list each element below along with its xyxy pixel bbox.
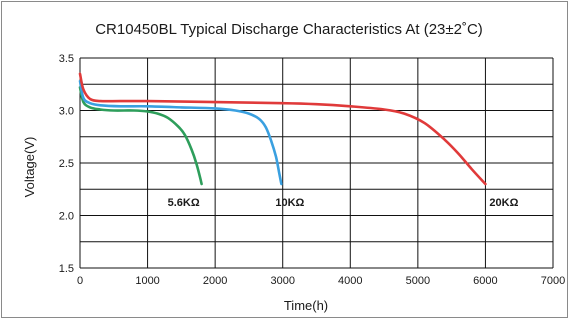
chart-title: CR10450BL Typical Discharge Characterist… bbox=[95, 21, 483, 38]
y-tick-label: 3.0 bbox=[59, 106, 74, 118]
x-axis-label: Time(h) bbox=[284, 298, 328, 313]
series-label: 10KΩ bbox=[275, 197, 304, 209]
y-tick-label: 2.5 bbox=[59, 158, 74, 170]
series-line-2 bbox=[78, 72, 487, 186]
y-tick-labels: 1.5 2.0 2.5 3.0 3.5 bbox=[59, 53, 74, 275]
x-tick-label: 5000 bbox=[406, 275, 430, 287]
x-tick-label: 2000 bbox=[203, 275, 227, 287]
series-line-1 bbox=[78, 79, 283, 186]
y-tick-label: 2.0 bbox=[59, 211, 74, 223]
grid bbox=[79, 57, 554, 269]
x-tick-label: 0 bbox=[77, 275, 83, 287]
series-line-0 bbox=[78, 86, 203, 186]
x-tick-labels: 0 1000 2000 3000 4000 5000 6000 7000 bbox=[77, 275, 565, 287]
x-tick-label: 7000 bbox=[541, 275, 565, 287]
x-tick-label: 4000 bbox=[338, 275, 362, 287]
y-tick-label: 1.5 bbox=[59, 263, 74, 275]
x-tick-label: 1000 bbox=[135, 275, 159, 287]
series-labels: 5.6KΩ 10KΩ 20KΩ bbox=[168, 197, 519, 209]
y-axis-label: Voltage(V) bbox=[22, 137, 37, 198]
y-tick-label: 3.5 bbox=[59, 53, 74, 65]
x-tick-label: 3000 bbox=[270, 275, 294, 287]
series-lines bbox=[78, 72, 487, 186]
x-tick-label: 6000 bbox=[473, 275, 497, 287]
series-label: 20KΩ bbox=[489, 197, 518, 209]
series-label: 5.6KΩ bbox=[168, 197, 200, 209]
